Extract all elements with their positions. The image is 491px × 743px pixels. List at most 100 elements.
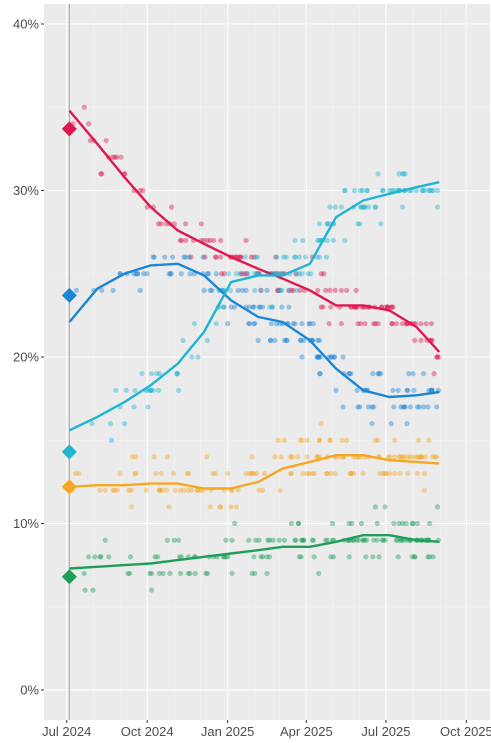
poll-point <box>213 271 219 277</box>
poll-point <box>204 454 210 460</box>
poll-point <box>275 437 281 443</box>
poll-point <box>113 387 119 393</box>
trend-line <box>69 454 440 490</box>
poll-point <box>112 154 118 160</box>
poll-point <box>323 254 330 260</box>
poll-point <box>376 554 382 560</box>
poll-point <box>296 271 302 277</box>
poll-point <box>133 470 139 477</box>
poll-point <box>315 237 321 244</box>
poll-point <box>385 454 392 460</box>
poll-point <box>418 321 424 327</box>
poll-point <box>200 254 206 260</box>
poll-point <box>248 254 254 260</box>
poll-point <box>267 337 274 343</box>
poll-point <box>189 487 195 493</box>
poll-point <box>332 470 338 477</box>
poll-point <box>297 287 303 293</box>
poll-point <box>434 204 441 210</box>
poll-point <box>166 271 172 277</box>
poll-point <box>414 404 421 410</box>
poll-point <box>398 454 404 460</box>
poll-point <box>301 537 307 543</box>
poll-point <box>348 470 354 477</box>
poll-point <box>320 304 326 310</box>
poll-point <box>246 470 253 477</box>
poll-point <box>246 304 253 310</box>
poll-point <box>371 404 377 410</box>
poll-point <box>264 554 270 560</box>
poll-point <box>385 304 391 310</box>
poll-point <box>391 520 397 527</box>
poll-point <box>328 470 334 477</box>
poll-point <box>156 487 163 493</box>
poll-point <box>374 537 380 543</box>
poll-point <box>243 287 249 293</box>
poll-point <box>151 254 157 260</box>
poll-point <box>158 470 164 477</box>
poll-point <box>174 371 180 377</box>
poll-point <box>328 554 334 560</box>
poll-point <box>402 171 408 177</box>
poll-point <box>330 554 337 560</box>
poll-point <box>324 537 330 543</box>
poll-point <box>299 321 305 327</box>
poll-point <box>238 254 244 260</box>
poll-point <box>428 321 435 327</box>
poll-point <box>246 321 253 327</box>
poll-point <box>434 354 441 360</box>
poll-point <box>428 387 435 393</box>
poll-point <box>251 321 257 327</box>
poll-point <box>375 437 381 443</box>
poll-point <box>156 371 163 377</box>
poll-point <box>155 387 162 393</box>
poll-point <box>178 271 184 277</box>
poll-point <box>225 271 232 277</box>
poll-point <box>269 304 275 310</box>
poll-point <box>276 287 282 293</box>
poll-point <box>329 520 336 527</box>
poll-point <box>194 487 200 493</box>
poll-point <box>201 237 207 244</box>
poll-point <box>242 254 248 260</box>
x-tick-label: Oct 2025 <box>440 724 491 739</box>
poll-point <box>309 470 316 477</box>
poll-point <box>429 454 435 460</box>
poll-point <box>82 587 88 593</box>
poll-point <box>360 537 366 543</box>
poll-point <box>103 137 109 144</box>
poll-point <box>87 137 93 144</box>
poll-point <box>346 520 352 527</box>
poll-point <box>144 271 150 277</box>
poll-point <box>279 287 285 293</box>
poll-point <box>253 254 259 260</box>
poll-point <box>254 254 260 260</box>
poll-point <box>316 237 323 244</box>
poll-point <box>324 470 330 477</box>
poll-point <box>370 371 376 377</box>
poll-point <box>246 537 252 543</box>
poll-point <box>288 520 295 527</box>
poll-point <box>202 254 208 260</box>
poll-point <box>380 537 386 543</box>
poll-point <box>127 554 134 560</box>
poll-point <box>301 537 307 543</box>
poll-point <box>304 470 310 477</box>
poll-point <box>242 271 248 277</box>
poll-point <box>227 287 233 293</box>
poll-point <box>86 121 92 127</box>
poll-point <box>369 421 375 427</box>
poll-point <box>392 470 398 477</box>
poll-point <box>252 570 258 577</box>
poll-point <box>425 404 431 410</box>
poll-point <box>97 487 103 493</box>
poll-point <box>286 287 292 293</box>
poll-point <box>316 437 323 443</box>
poll-point <box>410 520 416 527</box>
poll-point <box>418 337 424 343</box>
poll-point <box>258 287 264 293</box>
poll-point <box>288 287 295 293</box>
poll-point <box>409 520 415 527</box>
poll-point <box>423 321 429 327</box>
poll-point <box>255 337 261 343</box>
